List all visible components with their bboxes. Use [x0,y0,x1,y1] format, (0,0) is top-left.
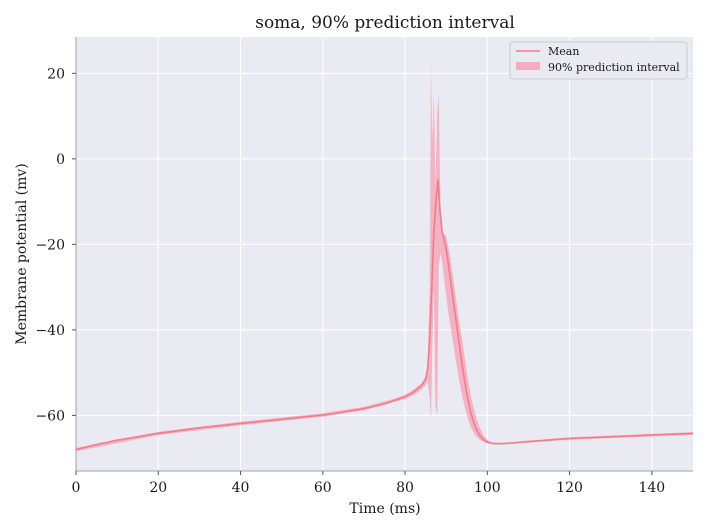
legend-band-label: 90% prediction interval [548,61,680,74]
x-tick-label: 0 [72,480,81,496]
grid-lines [76,37,693,471]
legend: Mean 90% prediction interval [509,41,688,80]
x-axis-label: Time (ms) [349,501,420,517]
x-axis-ticks: 0 20 40 60 80 100 120 140 [72,471,665,496]
legend-band-swatch [516,62,540,70]
y-tick-label: −40 [35,323,65,339]
x-tick-label: 140 [638,480,665,496]
legend-box [509,41,688,80]
x-tick-label: 80 [396,480,414,496]
x-tick-label: 120 [556,480,583,496]
axes [75,37,693,472]
y-tick-label: 20 [47,66,65,82]
plot-area [76,37,693,471]
y-tick-label: −20 [35,237,65,253]
x-tick-label: 60 [314,480,332,496]
y-tick-label: 0 [56,152,65,168]
legend-mean-label: Mean [548,45,579,58]
y-axis-ticks: 20 0 −20 −40 −60 [35,66,76,424]
chart-title: soma, 90% prediction interval [255,13,515,33]
x-tick-label: 100 [474,480,501,496]
mean-line-layer [75,179,694,451]
mean-line [75,179,694,451]
x-tick-label: 40 [232,480,250,496]
x-tick-label: 20 [149,480,167,496]
y-tick-label: −60 [35,408,65,424]
y-axis-label: Membrane potential (mv) [14,163,30,344]
